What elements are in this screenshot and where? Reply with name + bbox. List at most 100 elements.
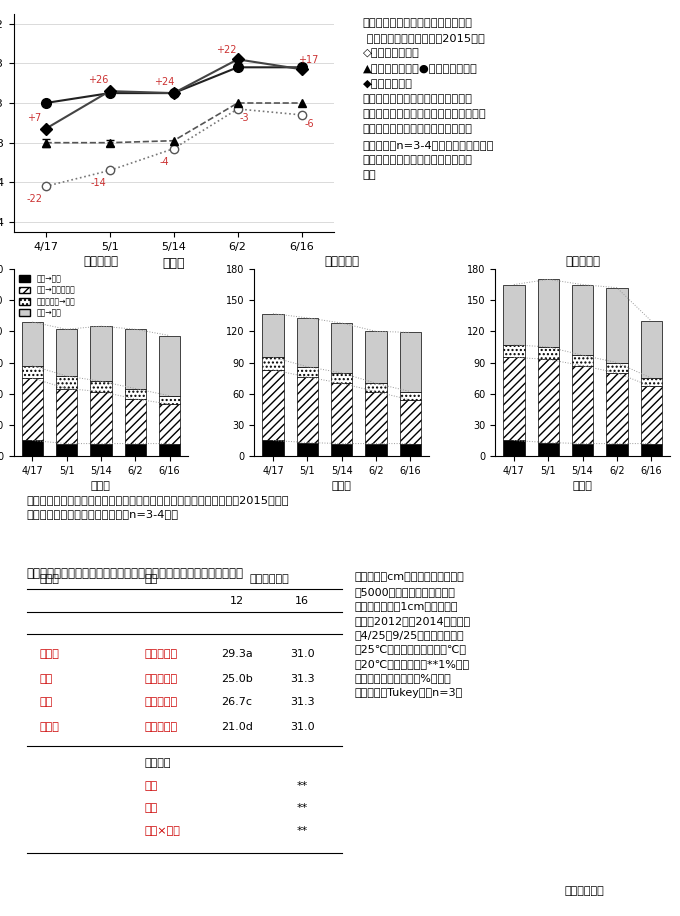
Bar [365,332,387,383]
Text: 12: 12 [230,595,243,605]
Bar [296,442,318,456]
Text: 31.3: 31.3 [290,696,315,706]
Text: +26: +26 [88,75,108,85]
Text: 31.0: 31.0 [290,722,315,732]
Text: 早生: 早生 [40,674,53,684]
Bar [400,333,421,392]
Text: 日長（時間）: 日長（時間） [250,574,290,584]
Text: +22: +22 [216,46,237,55]
Text: -14: -14 [90,179,106,189]
Text: -4: -4 [159,157,169,167]
Text: 29.3a: 29.3a [221,649,252,659]
Bar [331,383,352,443]
Title: あきだわら: あきだわら [565,255,600,267]
Bar [56,329,77,376]
Bar [503,357,524,441]
Title: コシヒカリ: コシヒカリ [324,255,359,267]
Text: 品種: 品種 [145,574,158,584]
Bar [503,344,524,357]
Bar [22,322,43,365]
Text: 分散分析: 分散分析 [145,758,171,769]
Bar [159,396,180,404]
Bar [90,326,112,381]
Bar [641,378,662,387]
Bar [641,321,662,378]
Text: **: ** [296,780,308,791]
Bar [607,373,628,443]
Bar [538,347,559,359]
Bar [400,400,421,443]
Legend: 播種→出芽, 出芽→止葉の抜出, 止葉の抜出→出穂, 出穂→成熟: 播種→出芽, 出芽→止葉の抜出, 止葉の抜出→出穂, 出穂→成熟 [18,273,77,319]
Bar [400,443,421,456]
Bar [331,443,352,456]
Bar [641,443,662,456]
Text: あきだわら: あきだわら [145,722,178,732]
Bar [262,357,284,370]
Text: -22: -22 [26,194,42,204]
Bar [331,323,352,373]
Text: +7: +7 [27,113,41,123]
Bar [56,376,77,388]
Text: ゆめひたち: ゆめひたち [145,696,178,706]
Bar [538,359,559,442]
Bar [365,392,387,443]
Text: 31.3: 31.3 [290,674,315,684]
Bar [22,378,43,441]
Bar [572,365,593,443]
Bar [296,377,318,442]
Text: **: ** [296,825,308,835]
Bar [296,366,318,377]
Text: +24: +24 [154,77,174,87]
Bar [572,285,593,355]
Bar [159,443,180,456]
Text: 図２　作期移動した直播水稲における各生育ステージの日数の推移（2015年）。
　　　縦バーは標準誤差を示す（n=3-4）。: 図２ 作期移動した直播水稲における各生育ステージの日数の推移（2015年）。 縦… [27,495,290,519]
Bar [607,443,628,456]
X-axis label: 播種日: 播種日 [91,481,111,491]
Bar [262,370,284,441]
Bar [159,404,180,443]
Bar [90,381,112,392]
Bar [296,318,318,366]
Bar [331,373,352,383]
Bar [90,443,112,456]
Bar [22,441,43,456]
Bar [365,443,387,456]
X-axis label: 播種日: 播種日 [573,481,592,491]
Text: 早晩性: 早晩性 [40,574,60,584]
Bar [503,285,524,344]
X-axis label: 播種日: 播種日 [163,257,185,270]
Bar [90,392,112,443]
Text: 中晩生: 中晩生 [40,722,60,732]
Text: 品種: 品種 [145,803,158,813]
Text: 日長×品種: 日長×品種 [145,825,181,835]
Text: コシヒカリ: コシヒカリ [145,674,178,684]
Text: -3: -3 [239,113,249,123]
Text: 図１　作期移動した乾田直播水稲の
 播種日と成熟期の関係（2015年）
◇：ふさこがね、
▲：コシヒカリ、●：ゆめひたち、
◆：あきだわら
点線と破線、実線はそ: 図１ 作期移動した乾田直播水稲の 播種日と成熟期の関係（2015年） ◇：ふさこ… [362,18,494,180]
Bar [607,363,628,373]
Bar [503,441,524,456]
Bar [572,355,593,365]
Bar [124,443,146,456]
Bar [607,288,628,363]
Bar [124,329,146,388]
Text: 筛（筛目１cm）を通した水田土壌
を5000分の１ワグネルポット
に入れ、深さ約1cmに播種。昼
温は、2012年～2014年つくば
の4/25～9/25最高気: 筛（筛目１cm）を通した水田土壌 を5000分の１ワグネルポット に入れ、深さ約… [355,572,471,698]
X-axis label: 播種日: 播種日 [332,481,352,491]
Text: 26.7c: 26.7c [221,696,252,706]
Bar [538,442,559,456]
Bar [124,388,146,398]
Bar [538,279,559,347]
Bar [262,313,284,357]
Text: +17: +17 [298,55,318,65]
Bar [159,335,180,396]
Text: 極早生: 極早生 [40,649,60,659]
Text: 日長: 日長 [145,780,158,791]
Bar [641,387,662,443]
Text: 25.0b: 25.0b [221,674,252,684]
Bar [56,388,77,443]
Text: **: ** [296,803,308,813]
Text: -6: -6 [305,119,314,129]
Bar [56,443,77,456]
Text: 16: 16 [295,595,309,605]
Bar [365,383,387,392]
Title: ふさこがね: ふさこがね [84,255,118,267]
